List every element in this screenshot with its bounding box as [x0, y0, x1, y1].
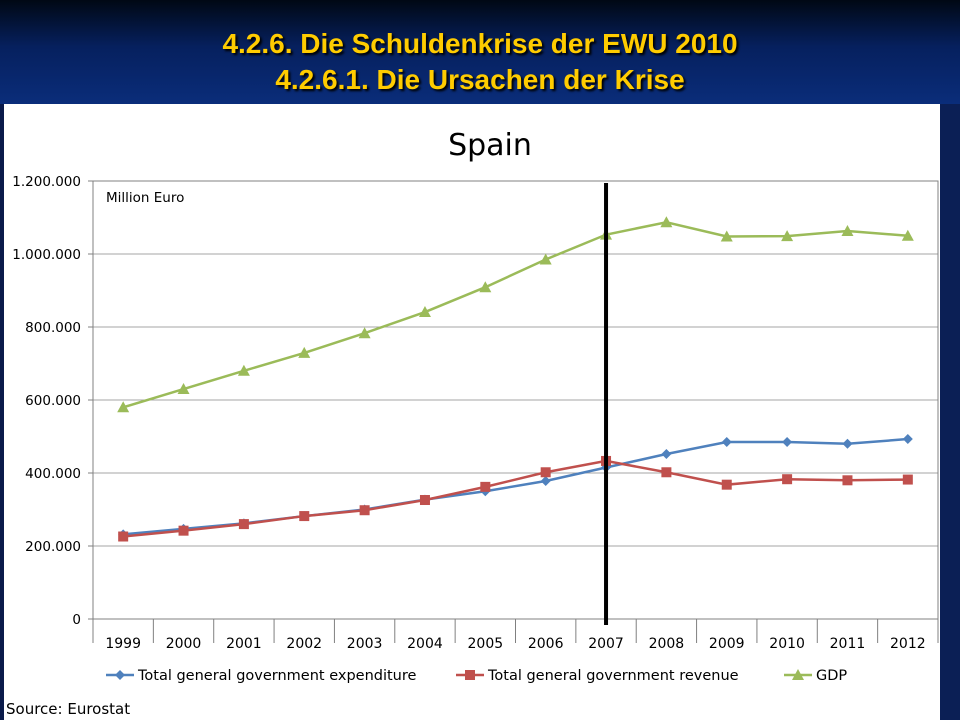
data-point: [782, 436, 793, 447]
legend: Total general government expenditure Tota…: [106, 668, 847, 684]
data-point: [419, 495, 430, 506]
legend-marker: [465, 670, 475, 680]
chart-area: [4, 104, 940, 720]
x-tick-label: 2003: [347, 636, 383, 652]
x-tick-label: 2002: [286, 636, 322, 652]
unit-label: Million Euro: [106, 190, 184, 206]
data-point: [479, 281, 492, 293]
chart-title: Spain: [448, 128, 532, 163]
x-tick-label: 2008: [649, 636, 685, 652]
data-point: [359, 505, 370, 516]
data-point: [661, 449, 672, 460]
y-tick-label: 1.200.000: [12, 174, 81, 190]
y-tick-label: 800.000: [25, 320, 81, 336]
x-tick-label: 2009: [709, 636, 745, 652]
data-point: [178, 525, 189, 536]
x-tick-label: 2005: [468, 636, 504, 652]
data-point: [299, 511, 310, 522]
x-tick-label: 2012: [890, 636, 926, 652]
x-tick-label: 2000: [166, 636, 202, 652]
data-point: [118, 531, 129, 542]
slide-title: 4.2.6. Die Schuldenkrise der EWU 2010: [222, 28, 738, 59]
x-tick-label: 2004: [407, 636, 443, 652]
data-point: [540, 476, 551, 487]
data-point: [721, 436, 732, 447]
data-point: [540, 467, 551, 478]
series-line: [122, 220, 908, 409]
x-tick-label: 1999: [105, 636, 141, 652]
data-point: [358, 327, 371, 339]
data-point: [418, 306, 431, 318]
x-tick-label: 2001: [226, 636, 262, 652]
data-point: [660, 216, 673, 228]
data-point: [237, 364, 250, 376]
data-point: [177, 383, 190, 395]
legend-marker: [115, 670, 125, 680]
data-point: [842, 438, 853, 449]
grid-lines: [93, 180, 938, 620]
source-note: Source: Eurostat: [6, 700, 131, 718]
data-point: [661, 467, 672, 478]
data-point: [841, 225, 854, 237]
axes: 0 200.000 400.000 600.000 800.000 1.000.000 1.…: [12, 174, 939, 652]
legend-label: Total general government expenditure: [137, 668, 417, 684]
x-tick-label: 2010: [769, 636, 805, 652]
legend-label: GDP: [816, 668, 847, 684]
data-point: [720, 230, 733, 242]
y-tick-label: 1.000.000: [12, 247, 81, 263]
slide-edge: [940, 104, 960, 720]
y-tick-label: 0: [72, 612, 81, 628]
data-point: [480, 481, 491, 492]
x-tick-label: 2006: [528, 636, 564, 652]
y-tick-label: 400.000: [25, 466, 81, 482]
y-tick-label: 200.000: [25, 539, 81, 555]
data-point: [902, 434, 913, 445]
data-point: [782, 474, 793, 485]
data-point: [781, 230, 794, 242]
slide-subtitle: 4.2.6.1. Die Ursachen der Krise: [275, 64, 685, 95]
data-point: [117, 401, 130, 413]
data-point: [298, 346, 311, 358]
series-group: [117, 183, 914, 625]
legend-marker: [792, 669, 804, 680]
x-tick-label: 2007: [588, 636, 624, 652]
series-line: [123, 459, 908, 538]
data-point: [842, 475, 853, 486]
legend-label: Total general government revenue: [487, 668, 739, 684]
slide-header: 4.2.6. Die Schuldenkrise der EWU 2010 4.…: [0, 0, 960, 104]
y-tick-label: 600.000: [25, 393, 81, 409]
data-point: [902, 474, 913, 485]
data-point: [721, 479, 732, 490]
data-point: [539, 253, 552, 265]
x-tick-label: 2011: [830, 636, 866, 652]
data-point: [238, 519, 249, 530]
data-point: [901, 229, 914, 241]
